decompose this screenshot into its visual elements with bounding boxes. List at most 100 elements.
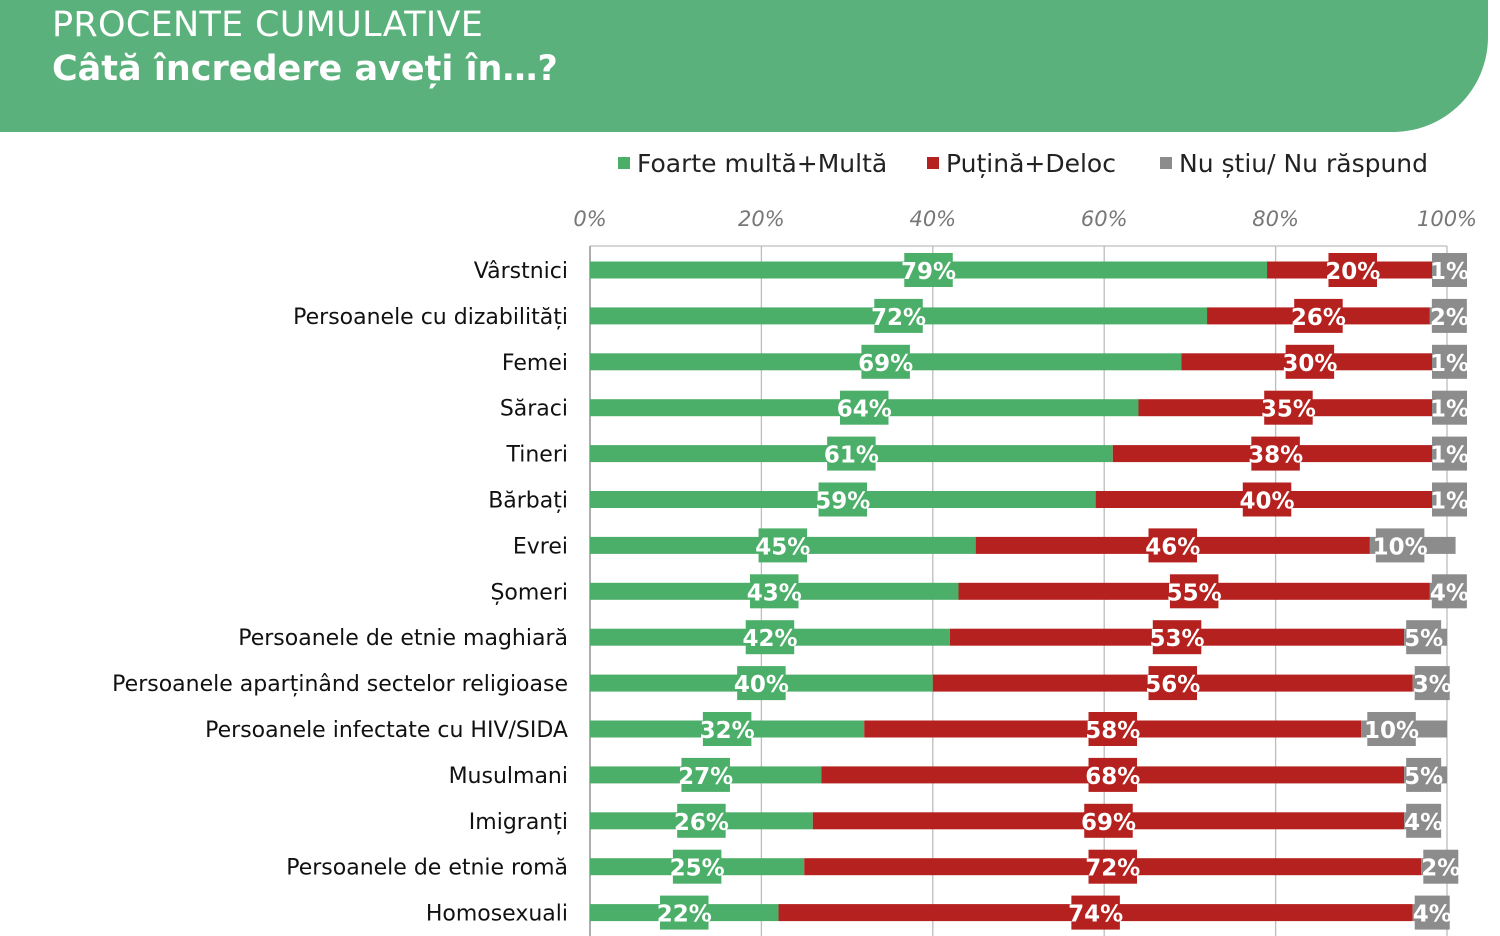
data-label-text: 10% bbox=[1373, 534, 1428, 560]
category-label: Evrei bbox=[513, 534, 568, 559]
x-tick-label: 100% bbox=[1417, 207, 1477, 231]
data-label-box bbox=[1414, 895, 1450, 930]
data-label-box bbox=[677, 803, 726, 838]
data-label: 56% bbox=[1145, 666, 1200, 701]
data-label: 46% bbox=[1145, 528, 1200, 563]
category-label: Vârstnici bbox=[474, 259, 568, 284]
data-label-text: 1% bbox=[1430, 351, 1469, 377]
data-label: 1% bbox=[1430, 253, 1469, 287]
data-label-text: 53% bbox=[1150, 626, 1205, 652]
data-label-text: 40% bbox=[1239, 489, 1294, 515]
category-label: Săraci bbox=[500, 397, 568, 422]
legend-item: Puțină+Deloc bbox=[927, 149, 1116, 178]
data-label-text: 42% bbox=[742, 626, 797, 652]
page-title: PROCENTE CUMULATIVE bbox=[52, 5, 484, 45]
data-label-box bbox=[1071, 895, 1120, 930]
data-label: 38% bbox=[1248, 436, 1303, 471]
data-label: 25% bbox=[670, 849, 725, 884]
category-label: Tineri bbox=[505, 443, 568, 468]
data-label-text: 2% bbox=[1421, 856, 1460, 882]
data-label: 40% bbox=[1239, 482, 1295, 517]
data-label-box bbox=[1251, 436, 1300, 471]
data-label: 69% bbox=[858, 344, 913, 379]
data-label-text: 38% bbox=[1248, 443, 1303, 469]
data-label-text: 4% bbox=[1430, 580, 1469, 606]
data-label-box bbox=[1406, 757, 1442, 792]
header-banner: PROCENTE CUMULATIVE Câtă încredere aveți… bbox=[0, 0, 1488, 132]
data-label-box bbox=[1088, 849, 1138, 884]
data-label-text: 72% bbox=[1085, 856, 1140, 882]
data-label-text: 2% bbox=[1430, 305, 1469, 331]
x-tick-label: 80% bbox=[1252, 207, 1299, 231]
data-label-box bbox=[1432, 344, 1467, 379]
x-tick-label: 20% bbox=[738, 207, 785, 231]
data-label: 79% bbox=[901, 253, 956, 287]
category-label: Imigranți bbox=[469, 810, 568, 835]
data-label: 27% bbox=[678, 757, 733, 792]
data-label: 35% bbox=[1261, 390, 1316, 425]
category-label: Persoanele infectate cu HIV/SIDA bbox=[205, 718, 568, 743]
data-label: 68% bbox=[1085, 757, 1140, 792]
data-label-box bbox=[758, 528, 808, 563]
data-label-box bbox=[904, 253, 953, 287]
data-label: 32% bbox=[700, 712, 755, 746]
data-label: 45% bbox=[755, 528, 810, 563]
data-label: 2% bbox=[1430, 298, 1469, 333]
data-label-text: 5% bbox=[1404, 626, 1443, 652]
category-label: Musulmani bbox=[449, 764, 568, 789]
data-label-box bbox=[1406, 803, 1442, 838]
data-label-box bbox=[1432, 253, 1467, 287]
data-label-text: 26% bbox=[674, 810, 729, 836]
data-label-box bbox=[874, 298, 923, 333]
legend-swatch bbox=[1160, 157, 1172, 169]
x-tick-label: 60% bbox=[1081, 207, 1128, 231]
legend-label: Puțină+Deloc bbox=[946, 149, 1116, 178]
data-label-box bbox=[1367, 712, 1416, 746]
category-label: Persoanele de etnie maghiară bbox=[238, 626, 568, 651]
data-label: 1% bbox=[1430, 482, 1469, 517]
data-label-text: 4% bbox=[1404, 810, 1443, 836]
data-label-text: 45% bbox=[755, 534, 810, 560]
data-label-text: 56% bbox=[1145, 672, 1200, 698]
data-label: 4% bbox=[1404, 803, 1443, 838]
data-label-text: 5% bbox=[1404, 764, 1443, 790]
page-subtitle: Câtă încredere aveți în…? bbox=[52, 49, 558, 89]
category-label: Persoanele aparținând sectelor religioas… bbox=[112, 672, 568, 697]
data-label-text: 30% bbox=[1282, 351, 1337, 377]
data-label-box bbox=[681, 757, 730, 792]
data-label-text: 10% bbox=[1364, 718, 1419, 744]
data-label-text: 25% bbox=[670, 856, 725, 882]
legend-item: Foarte multă+Multă bbox=[618, 149, 887, 178]
data-label-box bbox=[827, 436, 876, 471]
data-label-text: 4% bbox=[1413, 902, 1452, 928]
data-label-text: 35% bbox=[1261, 397, 1316, 423]
data-label: 1% bbox=[1430, 436, 1469, 471]
data-label-box bbox=[1423, 849, 1459, 884]
legend-swatch bbox=[927, 157, 939, 169]
data-label-box bbox=[1088, 712, 1138, 746]
data-label-text: 69% bbox=[1081, 810, 1136, 836]
data-label-box bbox=[861, 344, 910, 379]
data-label-box bbox=[737, 666, 786, 701]
data-label: 43% bbox=[747, 574, 802, 609]
data-label-box bbox=[1432, 390, 1467, 425]
legend-label: Foarte multă+Multă bbox=[637, 149, 887, 178]
category-label: Persoanele de etnie romă bbox=[286, 856, 568, 881]
data-label-box bbox=[839, 390, 889, 425]
data-label-text: 1% bbox=[1430, 397, 1469, 423]
data-label: 20% bbox=[1325, 253, 1380, 287]
data-label-text: 46% bbox=[1145, 534, 1200, 560]
data-label-text: 61% bbox=[824, 443, 879, 469]
data-label: 22% bbox=[657, 895, 712, 930]
data-label-text: 1% bbox=[1430, 443, 1469, 469]
data-label-text: 55% bbox=[1167, 580, 1222, 606]
data-label-box bbox=[818, 482, 868, 517]
data-label-box bbox=[1285, 344, 1335, 379]
data-label-box bbox=[1432, 436, 1467, 471]
legend-label: Nu știu/ Nu răspund bbox=[1179, 149, 1428, 178]
data-label-text: 74% bbox=[1068, 902, 1123, 928]
data-label: 26% bbox=[1291, 298, 1346, 333]
category-label: Homosexuali bbox=[426, 902, 568, 927]
data-label-box bbox=[672, 849, 722, 884]
